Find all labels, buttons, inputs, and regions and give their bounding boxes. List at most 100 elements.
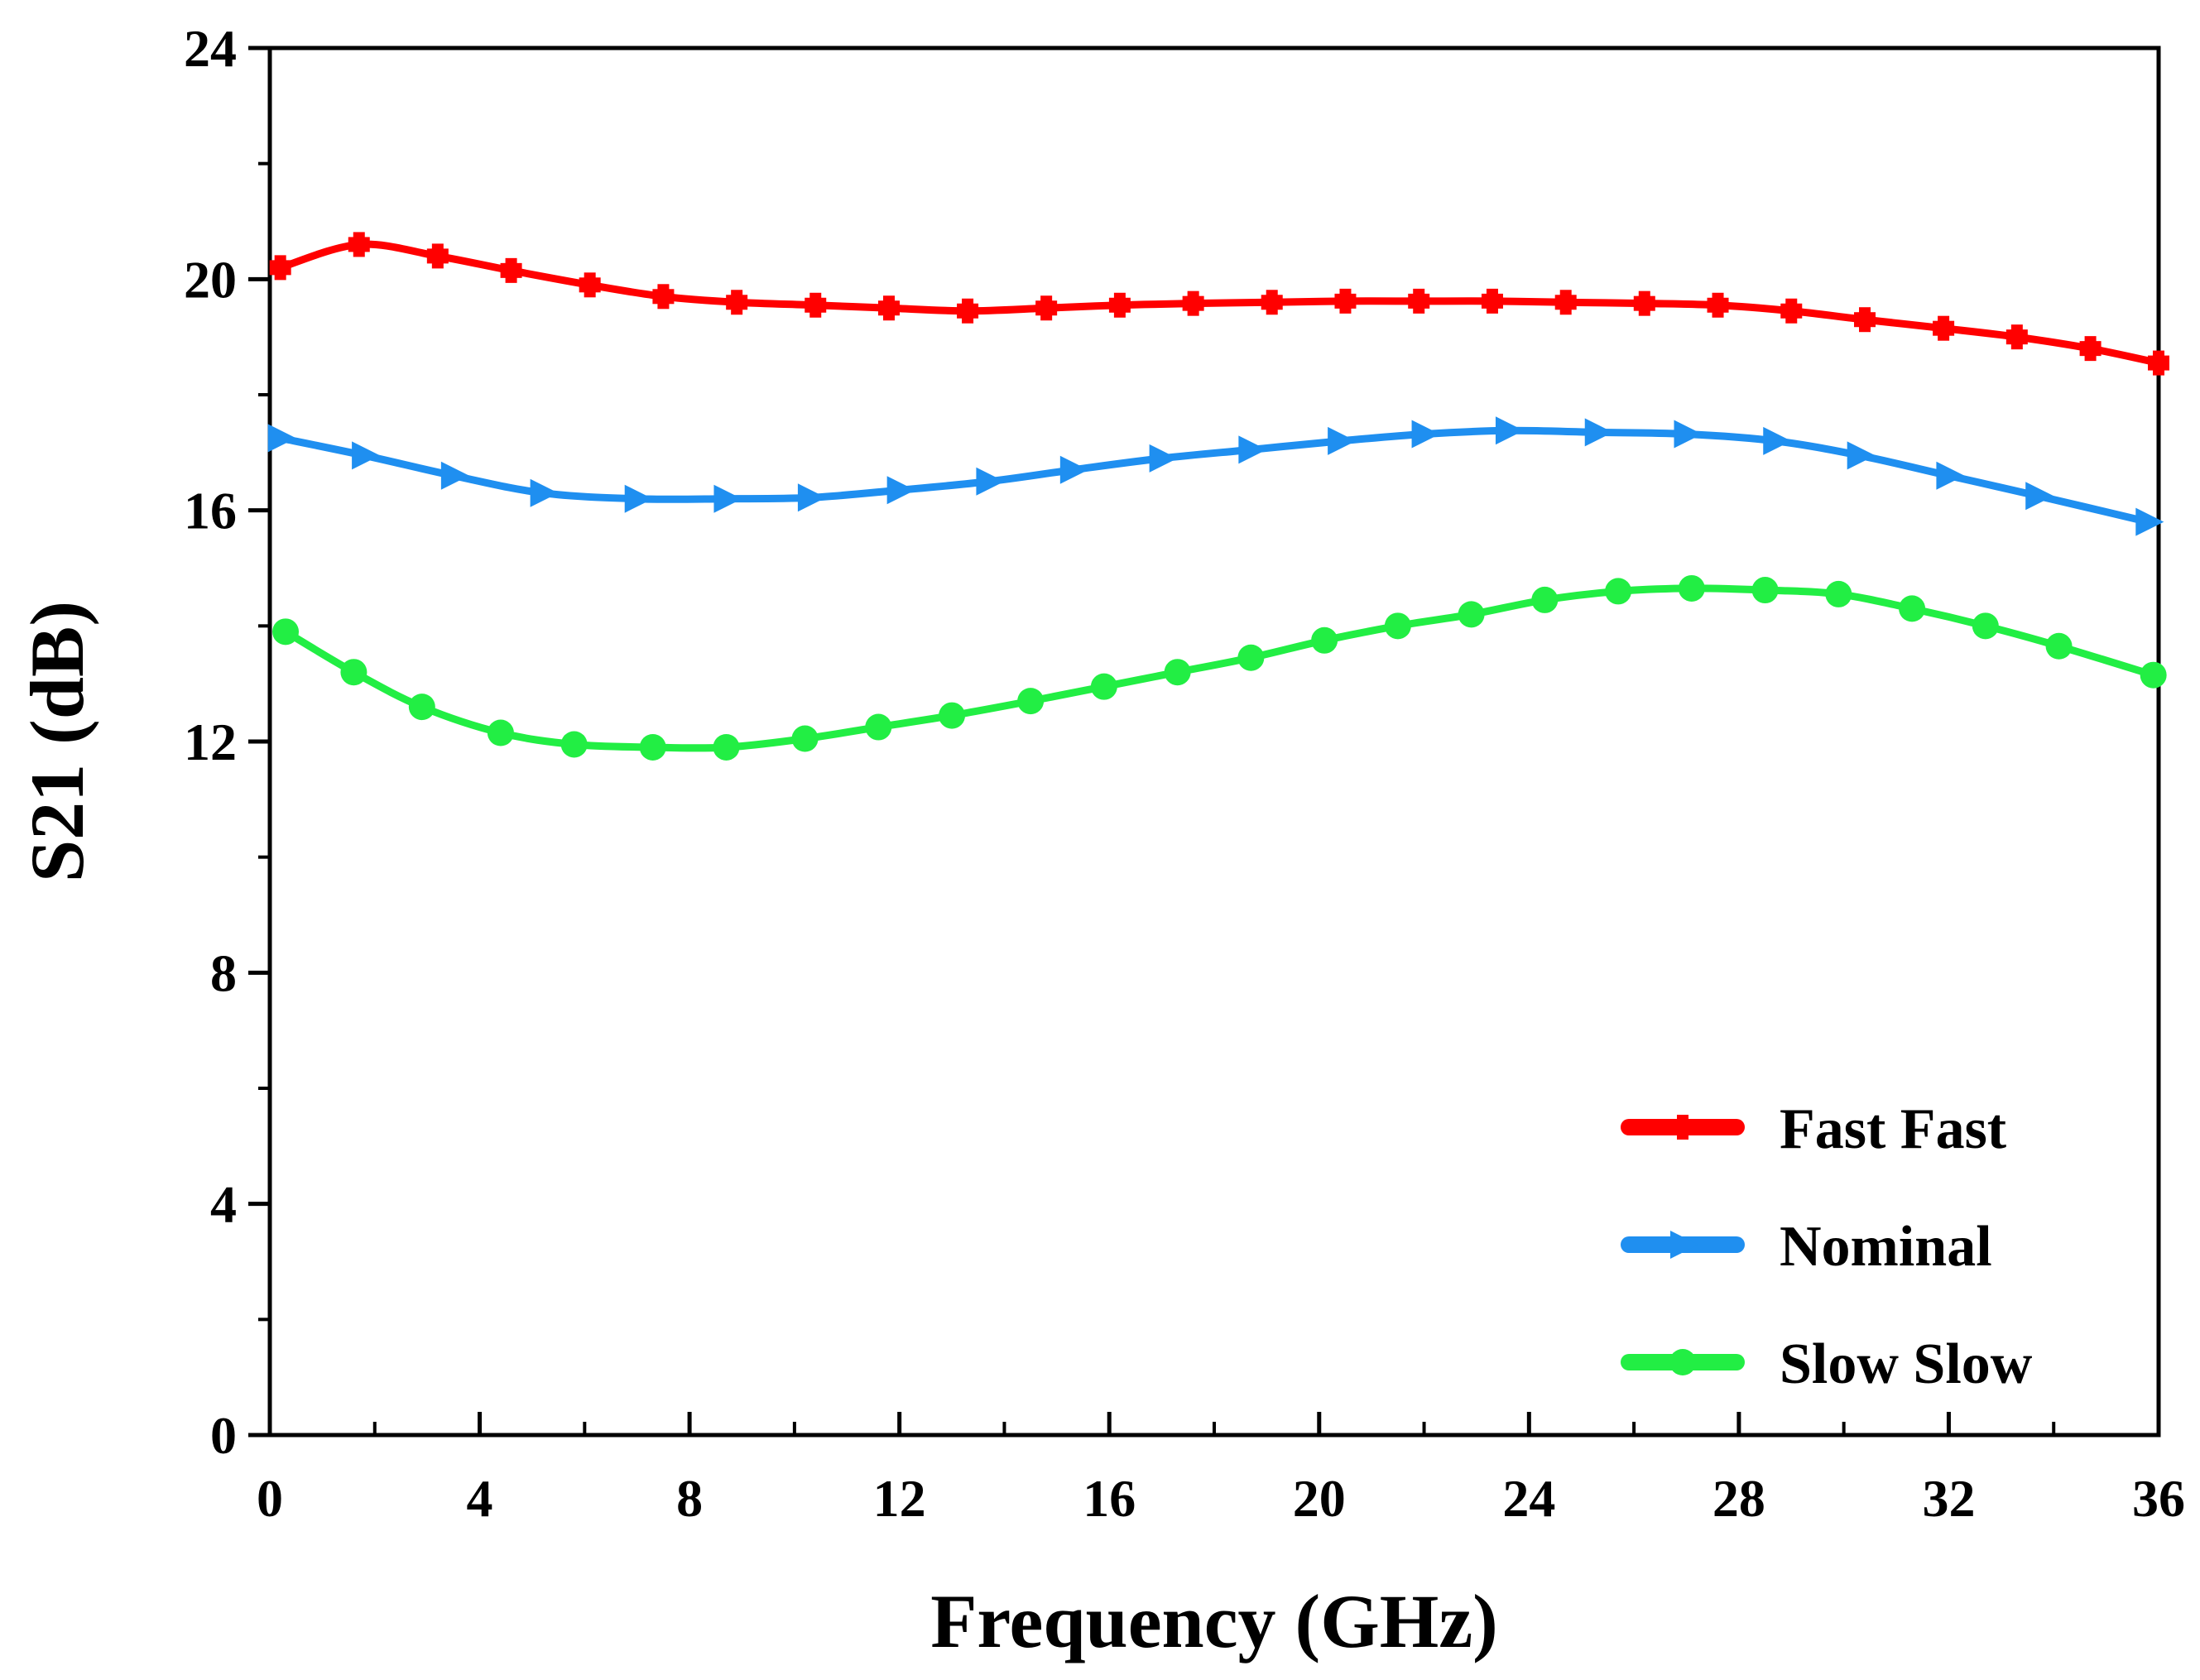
data-point-slow-slow [560, 731, 588, 758]
data-point-nominal [2025, 482, 2054, 511]
series-line-fast-fast [276, 240, 2163, 367]
data-point-fast-fast [877, 295, 900, 321]
data-point-nominal [797, 483, 826, 512]
data-point-fast-fast [348, 232, 370, 257]
x-tick-label: 20 [1293, 1469, 1346, 1528]
series-fast-fast [269, 232, 2169, 376]
data-point-fast-fast [1408, 288, 1430, 314]
data-point-slow-slow [1237, 644, 1265, 671]
data-point-slow-slow [1678, 574, 1705, 602]
legend-label-slow-slow: Slow Slow [1780, 1332, 2033, 1396]
data-point-fast-fast-hbar [1707, 297, 1729, 313]
data-point-nominal [1495, 416, 1524, 445]
data-point-fast-fast-hbar [1481, 293, 1503, 309]
data-point-nominal [713, 484, 742, 513]
data-point-fast-fast-hbar [1108, 297, 1131, 313]
data-point-slow-slow [939, 702, 966, 729]
data-point-slow-slow [639, 733, 666, 761]
data-point-fast-fast-hbar [652, 289, 675, 305]
data-point-nominal [1411, 420, 1440, 449]
legend-label-nominal: Nominal [1780, 1215, 1992, 1279]
data-point-fast-fast [1554, 290, 1577, 315]
data-point-nominal [440, 461, 469, 490]
data-point-fast-fast-hbar [1933, 320, 1955, 336]
data-point-fast-fast-hbar [500, 262, 522, 278]
data-point-nominal [886, 476, 915, 505]
y-tick-label: 24 [184, 19, 237, 78]
data-point-fast-fast-hbar [1035, 300, 1058, 316]
data-point-fast-fast [1182, 290, 1204, 316]
data-point-slow-slow [1311, 626, 1338, 654]
data-point-fast-fast-hbar [348, 237, 370, 252]
y-tick-label: 8 [210, 943, 237, 1002]
data-point-slow-slow [1017, 688, 1045, 715]
data-point-nominal [976, 467, 1005, 496]
data-point-fast-fast [269, 255, 291, 281]
data-point-fast-fast [1933, 315, 1955, 341]
data-point-fast-fast-hbar [2148, 355, 2169, 371]
legend: Fast Fast Nominal Slow Slow [1621, 1097, 2033, 1396]
data-point-fast-fast-hbar [1408, 293, 1430, 309]
legend-item-fast-fast: Fast Fast [1621, 1097, 2006, 1161]
series-line-slow-slow [281, 584, 2158, 752]
data-point-fast-fast-hbar [1854, 312, 1876, 328]
data-point-fast-fast [1334, 288, 1357, 314]
x-tick-label: 16 [1083, 1469, 1136, 1528]
data-point-fast-fast-hbar [957, 303, 979, 319]
data-point-fast-fast-hbar [1334, 293, 1357, 309]
legend-item-slow-slow: Slow Slow [1621, 1332, 2033, 1396]
legend-label-fast-fast: Fast Fast [1780, 1097, 2006, 1161]
x-tick-label: 12 [873, 1469, 926, 1528]
data-point-fast-fast-hbar [805, 297, 827, 313]
data-point-slow-slow [487, 719, 514, 746]
series-layer [267, 232, 2169, 761]
x-tick-label: 32 [1922, 1469, 1975, 1528]
series-line-nominal [276, 426, 2152, 526]
data-point-nominal [2135, 507, 2164, 536]
data-point-fast-fast-hbar [1261, 295, 1283, 310]
data-point-fast-fast [1108, 292, 1131, 318]
data-point-slow-slow [1090, 673, 1117, 700]
x-tick-label: 8 [676, 1469, 703, 1528]
data-point-fast-fast [805, 292, 827, 318]
data-point-nominal [1328, 426, 1357, 455]
data-point-fast-fast-hbar [1780, 303, 1803, 319]
x-tick-label: 0 [257, 1469, 283, 1528]
data-point-fast-fast-hbar [1554, 295, 1577, 310]
data-point-fast-fast-hbar [877, 300, 900, 316]
y-tick-label: 16 [184, 482, 237, 540]
data-point-fast-fast [500, 257, 522, 283]
y-tick-label: 4 [210, 1175, 237, 1234]
data-point-nominal [1674, 420, 1703, 449]
legend-marker-fast-fast-hbar [1672, 1120, 1693, 1135]
y-tick-label: 12 [184, 713, 237, 771]
data-point-fast-fast [1854, 307, 1876, 333]
data-point-fast-fast [1633, 290, 1655, 316]
data-point-slow-slow [1531, 586, 1559, 613]
legend-item-nominal: Nominal [1621, 1215, 1992, 1279]
series-slow-slow [272, 574, 2167, 761]
data-point-fast-fast-hbar [2079, 341, 2102, 357]
data-point-slow-slow [1899, 595, 1926, 622]
data-point-fast-fast-hbar [579, 277, 601, 293]
legend-marker-nominal [1670, 1231, 1698, 1259]
data-point-fast-fast-hbar [726, 295, 748, 310]
x-tick-label: 28 [1712, 1469, 1765, 1528]
data-point-slow-slow [713, 733, 740, 761]
data-point-slow-slow [2045, 632, 2073, 660]
data-point-fast-fast [1780, 298, 1803, 324]
data-point-fast-fast-hbar [1182, 295, 1204, 311]
x-axis: 0 4 8 12 16 20 24 28 32 36 [257, 1412, 2185, 1528]
x-tick-label: 36 [2132, 1469, 2185, 1528]
data-point-slow-slow [2140, 661, 2167, 689]
data-point-fast-fast [579, 272, 601, 298]
data-point-fast-fast-hbar [1633, 295, 1655, 311]
y-tick-label: 0 [210, 1406, 237, 1465]
data-point-fast-fast [652, 284, 675, 310]
data-point-nominal [1763, 426, 1792, 455]
data-point-fast-fast [1035, 295, 1058, 321]
x-tick-label: 24 [1502, 1469, 1555, 1528]
data-point-slow-slow [865, 713, 892, 741]
data-point-fast-fast [726, 290, 748, 315]
